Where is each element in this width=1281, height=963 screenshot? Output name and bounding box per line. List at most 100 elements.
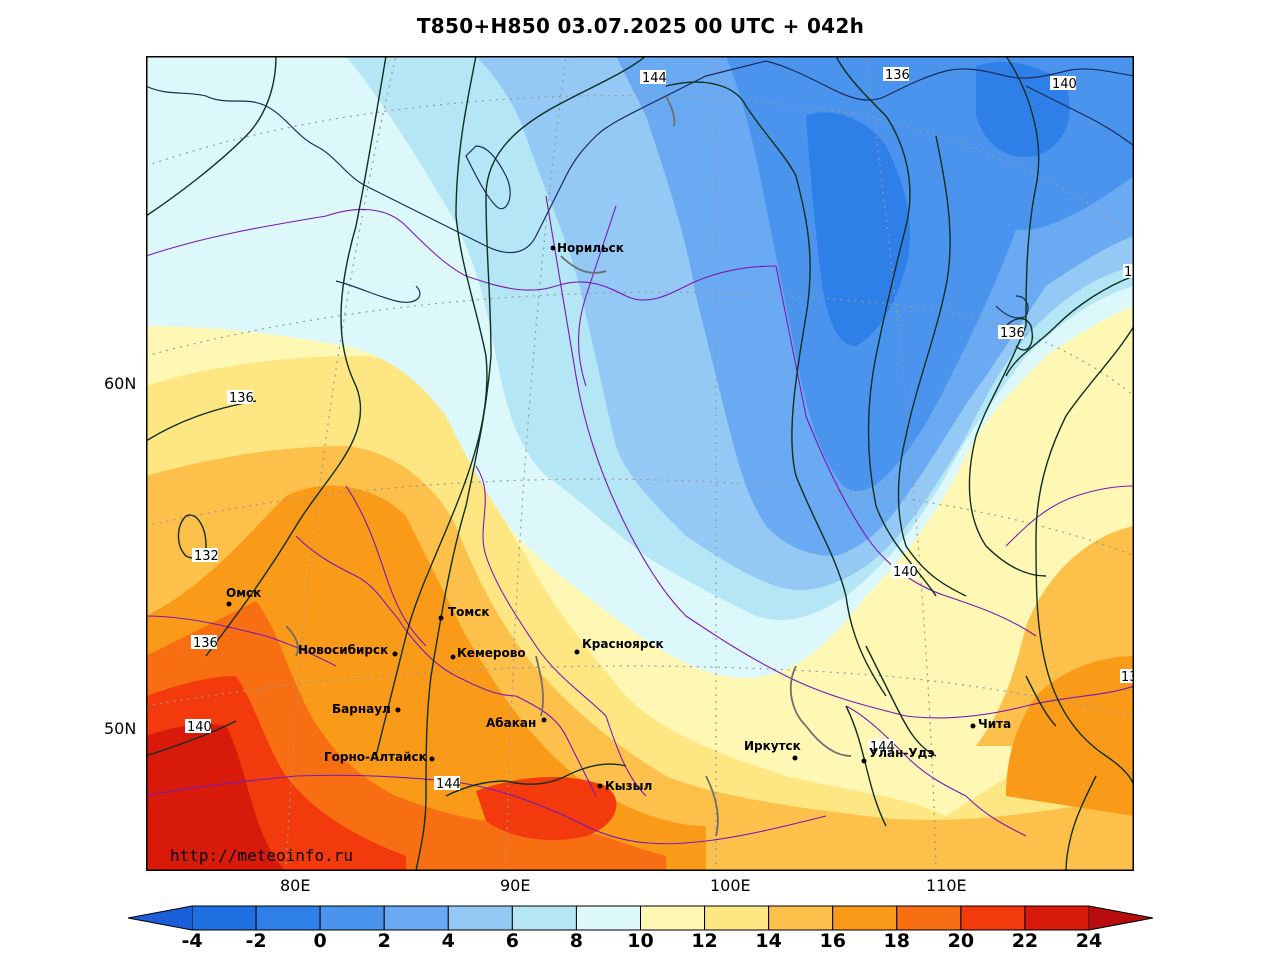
colorbar-tick-label: 16 [819,930,846,952]
city-dot [792,755,798,761]
city-label-barnaul: Барнаул [332,702,391,716]
colorbar-cell [640,905,706,931]
contour-label: 13 [1121,670,1134,685]
colorbar-tick-label: 8 [569,930,584,952]
watermark: http://meteoinfo.ru [170,846,353,865]
city-dot [541,717,547,723]
city-dot [970,723,976,729]
contour-label-box [1120,669,1134,683]
city-label-novosibirsk: Новосибирск [298,643,388,657]
contour-label: 140 [893,565,918,580]
contour-label-box [883,67,909,81]
colorbar-tick-label: 18 [883,930,910,952]
colorbar-tick-label: 14 [755,930,782,952]
lakes [285,95,852,837]
colorbar-tick-label: -4 [181,930,203,952]
city-dot [392,651,398,657]
city-label-kyzyl: Кызыл [605,779,652,793]
map-title: T850+H850 03.07.2025 00 UTC + 042h [416,14,865,38]
city-label-abakan: Абакан [486,716,536,730]
city-dot [438,615,444,621]
contour-label: 132 [194,549,219,564]
city-label-gorno-altaysk: Горно-Алтайск [324,750,427,764]
map-panel: 144 136 140 1 136 136 132 136 140 144 14… [146,56,1134,871]
contour-label: 136 [193,636,218,651]
contour-label: 144 [642,71,667,86]
colorbar-cell [319,905,385,931]
lat-label-60n: 60N [104,374,137,393]
contour-label: 136 [885,68,910,83]
field-0-ne [976,62,1070,157]
contour-label: 144 [870,740,895,755]
city-label-ulan-ude: Улан-Удэ [869,746,934,760]
lat-label-50n: 50N [104,719,137,738]
lon-label-90e: 90E [500,876,531,895]
contour-label-box [191,635,217,649]
contour-labels: 144 136 140 1 136 136 132 136 140 144 14… [185,67,1134,792]
contour-label: 136 [229,391,254,406]
graticule [146,56,1134,871]
colorbar-over-arrow [1089,906,1153,930]
colorbar-under-arrow [128,906,192,930]
colorbar-cell [704,905,770,931]
contour-label: 136 [1000,326,1025,341]
city-label-norilsk: Норильск [557,241,624,255]
colorbar-tick-label: 24 [1075,930,1103,952]
colorbar-cell [575,905,642,931]
colorbar-tick-label: 20 [947,930,975,952]
colorbar-tick-label: 12 [691,930,718,952]
field-0 [806,112,910,346]
lon-label-80e: 80E [280,876,311,895]
city-dot [429,756,435,762]
colorbar-cell [960,905,1026,931]
colorbar-cell [255,905,321,931]
colorbar-tick-label: 2 [377,930,391,952]
contour-label: 144 [436,777,461,792]
contour-label-box [192,548,218,562]
city-dot [597,783,603,789]
city-dot [574,649,580,655]
contour-label-box [640,70,666,84]
geopotential-contours [146,56,1134,871]
city-label-krasnoyarsk: Красноярск [582,637,664,651]
lon-label-110e: 110E [926,876,967,895]
colorbar-cell [832,905,898,931]
city-dot [450,654,456,660]
city-dot [550,245,556,251]
city-label-omsk: Омск [226,586,261,600]
admin-borders [146,195,1134,845]
contour-label-box [185,719,211,733]
field-24 [146,724,286,871]
colorbar-cell [1024,905,1090,931]
colorbar-outline [127,905,1154,931]
contour-label: 140 [1052,77,1077,92]
city-label-chita: Чита [978,717,1011,731]
contour-label-box [434,776,460,790]
temperature-map: 144 136 140 1 136 136 132 136 140 144 14… [146,56,1134,871]
colorbar-tick-label: 10 [627,930,654,952]
colorbar-cell [511,905,577,931]
contour-label-box [868,739,894,753]
city-dot [226,601,232,607]
contour-label-box [891,564,917,578]
contour-label-box [1123,264,1134,278]
city-label-kemerovo: Кемерово [457,646,526,660]
contour-label-box [998,325,1024,339]
lon-label-100e: 100E [710,876,751,895]
colorbar-tick-label: 4 [441,930,455,952]
city-markers: Норильск Омск Томск Новосибирск Кемерово… [226,241,1011,793]
contour-label-box [1050,76,1076,90]
colorbar-cell [383,905,449,931]
city-label-irkutsk: Иркутск [744,739,801,753]
contour-label-box [227,390,253,404]
colorbar-tick-label: 0 [313,930,327,952]
city-dot [861,758,867,764]
map-frame [146,56,1134,871]
colorbar-cell [896,905,962,931]
colorbar-tick-label: 22 [1011,930,1039,952]
contour-label: 1 [1124,265,1132,280]
colorbar-cells [191,905,1090,931]
colorbar-cell [768,905,834,931]
city-label-tomsk: Томск [448,605,490,619]
colorbar-tick-label: 6 [505,930,519,952]
